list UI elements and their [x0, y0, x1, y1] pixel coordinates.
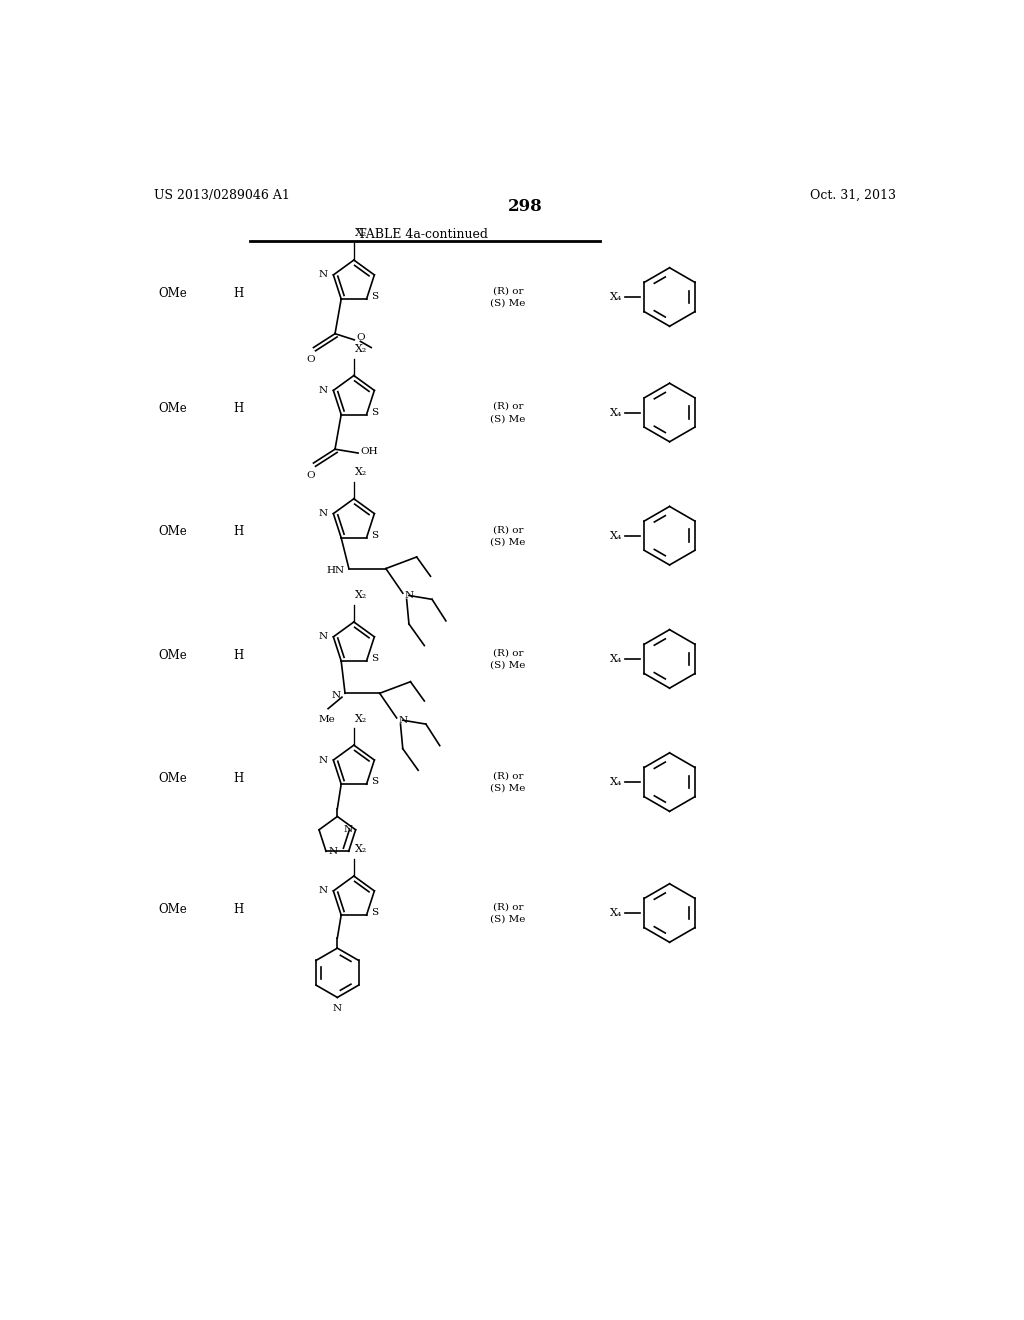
Text: X₂: X₂ [355, 467, 368, 478]
Text: H: H [233, 525, 244, 539]
Text: (S) Me: (S) Me [490, 784, 525, 793]
Text: X₂: X₂ [355, 345, 368, 354]
Text: H: H [233, 286, 244, 300]
Text: S: S [371, 408, 378, 417]
Text: X₄: X₄ [610, 292, 623, 302]
Text: OMe: OMe [159, 772, 187, 785]
Text: H: H [233, 403, 244, 416]
Text: N: N [318, 510, 328, 519]
Text: Me: Me [318, 715, 335, 723]
Text: N: N [318, 755, 328, 764]
Text: N: N [398, 715, 408, 725]
Text: N: N [318, 632, 328, 642]
Text: X₂: X₂ [355, 714, 368, 723]
Text: X₂: X₂ [355, 845, 368, 854]
Text: S: S [371, 777, 378, 787]
Text: OMe: OMe [159, 403, 187, 416]
Text: (R) or: (R) or [493, 903, 523, 911]
Text: H: H [233, 648, 244, 661]
Text: (R) or: (R) or [493, 286, 523, 296]
Text: US 2013/0289046 A1: US 2013/0289046 A1 [154, 189, 290, 202]
Text: (S) Me: (S) Me [490, 537, 525, 546]
Text: 298: 298 [508, 198, 542, 215]
Text: (R) or: (R) or [493, 648, 523, 657]
Text: O: O [306, 355, 314, 364]
Text: X₄: X₄ [610, 408, 623, 417]
Text: X₄: X₄ [610, 653, 623, 664]
Text: (S) Me: (S) Me [490, 414, 525, 424]
Text: X₂: X₂ [355, 590, 368, 601]
Text: S: S [371, 655, 378, 663]
Text: (R) or: (R) or [493, 771, 523, 780]
Text: OMe: OMe [159, 903, 187, 916]
Text: H: H [233, 903, 244, 916]
Text: X₄: X₄ [610, 908, 623, 917]
Text: O: O [306, 471, 314, 479]
Text: (R) or: (R) or [493, 525, 523, 535]
Text: (S) Me: (S) Me [490, 660, 525, 669]
Text: N: N [329, 847, 338, 855]
Text: N: N [333, 1003, 342, 1012]
Text: N: N [318, 887, 328, 895]
Text: OH: OH [360, 447, 378, 455]
Text: Oct. 31, 2013: Oct. 31, 2013 [810, 189, 896, 202]
Text: H: H [233, 772, 244, 785]
Text: S: S [371, 292, 378, 301]
Text: (S) Me: (S) Me [490, 298, 525, 308]
Text: N: N [332, 692, 340, 700]
Text: HN: HN [327, 566, 345, 576]
Text: N: N [318, 385, 328, 395]
Text: TABLE 4a-continued: TABLE 4a-continued [358, 227, 488, 240]
Text: OMe: OMe [159, 648, 187, 661]
Text: (S) Me: (S) Me [490, 915, 525, 924]
Text: N: N [343, 825, 352, 834]
Text: S: S [371, 908, 378, 917]
Text: N: N [404, 591, 414, 601]
Text: (R) or: (R) or [493, 401, 523, 411]
Text: O: O [356, 333, 366, 342]
Text: X₂: X₂ [355, 228, 368, 239]
Text: S: S [371, 531, 378, 540]
Text: OMe: OMe [159, 525, 187, 539]
Text: X₄: X₄ [610, 777, 623, 787]
Text: N: N [318, 271, 328, 280]
Text: X₄: X₄ [610, 531, 623, 541]
Text: OMe: OMe [159, 286, 187, 300]
